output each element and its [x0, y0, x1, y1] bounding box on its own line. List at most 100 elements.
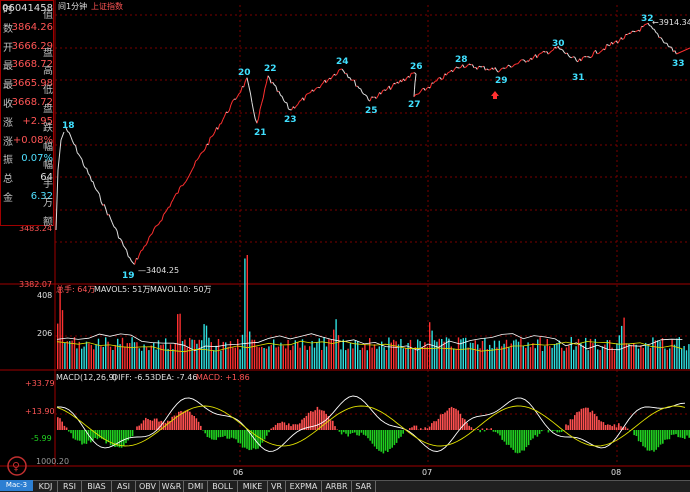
tab-obv[interactable]: OBV: [136, 481, 160, 492]
volume-bar: [119, 344, 120, 369]
macd-bar: [218, 430, 220, 437]
volume-bar: [436, 342, 437, 369]
volume-bar: [67, 341, 68, 369]
wave-label: 28: [455, 55, 468, 65]
macd-bar: [347, 430, 349, 437]
volume-bar: [664, 349, 665, 370]
volume-bar: [316, 342, 317, 369]
tab-arbr[interactable]: ARBR: [322, 481, 352, 492]
period-label[interactable]: 间1分钟: [58, 1, 87, 11]
volume-bar: [179, 314, 180, 369]
volume-bar: [249, 332, 250, 370]
macd-bar: [75, 430, 77, 440]
volume-bar: [508, 348, 509, 370]
macd-bar: [123, 430, 125, 446]
tab-boll[interactable]: BOLL: [208, 481, 238, 492]
tab-rsi[interactable]: RSI: [58, 481, 82, 492]
volume-bar: [235, 348, 236, 369]
mac-badge[interactable]: Mac-3: [0, 480, 33, 491]
volume-bar: [561, 348, 562, 369]
macd-bar: [578, 412, 580, 431]
volume-bar: [247, 255, 248, 369]
tab-wr[interactable]: W&R: [160, 481, 184, 492]
price-segment: [417, 94, 419, 95]
low-value: 3404.25: [146, 266, 179, 275]
volume-bar: [391, 343, 392, 369]
price-segment: [416, 74, 417, 79]
macd-bar: [506, 430, 508, 445]
volume-bar: [386, 350, 387, 369]
volume-bar: [671, 340, 672, 369]
volume-bar: [587, 350, 588, 369]
info-row-value: 3864.26: [12, 19, 53, 36]
volume-bar: [343, 340, 344, 370]
tab-dmi[interactable]: DMI: [184, 481, 208, 492]
volume-bar: [595, 339, 596, 369]
volume-bar: [299, 348, 300, 369]
volume-bar: [184, 340, 185, 370]
volume-bar: [175, 344, 176, 369]
volume-bar: [271, 345, 272, 369]
macd-bar: [365, 430, 367, 436]
macd-bar: [138, 426, 140, 430]
volume-bar: [657, 340, 658, 369]
macd-bar: [603, 422, 605, 430]
volume-bar: [239, 349, 240, 369]
macd-bar: [376, 430, 378, 449]
macd-bar: [233, 430, 235, 438]
volume-bar: [544, 346, 545, 369]
tab-kdj[interactable]: KDJ: [34, 481, 58, 492]
macd-bar: [354, 430, 356, 433]
macd-bar: [198, 422, 200, 430]
tab-vr[interactable]: VR: [268, 481, 286, 492]
macd-bar: [323, 411, 325, 430]
macd-bar: [519, 430, 521, 453]
index-name: 上证指数: [91, 1, 123, 11]
macd-bar: [420, 428, 422, 430]
price-segment: [508, 65, 510, 66]
macd-bar: [143, 420, 145, 430]
macd-bar: [339, 430, 341, 432]
macd-bar: [640, 430, 642, 442]
volume-bar: [530, 347, 531, 369]
macd-bar: [72, 430, 74, 438]
volume-bar: [388, 338, 389, 370]
macd-bar: [649, 430, 651, 451]
tab-expma[interactable]: EXPMA: [286, 481, 322, 492]
macd-bar: [680, 430, 682, 438]
tab-bias[interactable]: BIAS: [82, 481, 112, 492]
volume-bar: [527, 342, 528, 369]
macd-bar: [627, 429, 629, 431]
info-row-suffix: 额: [43, 218, 53, 228]
volume-bar: [364, 344, 365, 369]
macd-bar: [343, 430, 345, 432]
volume-bar: [537, 340, 538, 370]
macd-bar: [378, 430, 380, 451]
volume-bar: [213, 350, 214, 369]
volume-bar: [107, 342, 108, 369]
macd-bar: [526, 430, 528, 447]
tab-mike[interactable]: MIKE: [238, 481, 268, 492]
macd-bar: [466, 423, 468, 430]
volume-bar: [472, 343, 473, 369]
volume-bar: [256, 347, 257, 369]
macd-bar: [141, 424, 143, 431]
volume-bar: [268, 346, 269, 369]
tab-sar[interactable]: SAR: [352, 481, 376, 492]
macd-bar: [147, 419, 149, 430]
volume-bar: [232, 347, 233, 369]
macd-bar: [616, 427, 618, 430]
volume-bar: [645, 343, 646, 369]
volume-bar: [441, 339, 442, 369]
macd-bar: [66, 428, 68, 431]
price-segment: [464, 67, 466, 68]
macd-bar: [222, 430, 224, 437]
volume-bar: [376, 349, 377, 369]
tab-asi[interactable]: ASI: [112, 481, 136, 492]
macd-bar: [660, 430, 662, 445]
macd-bar: [196, 418, 198, 430]
